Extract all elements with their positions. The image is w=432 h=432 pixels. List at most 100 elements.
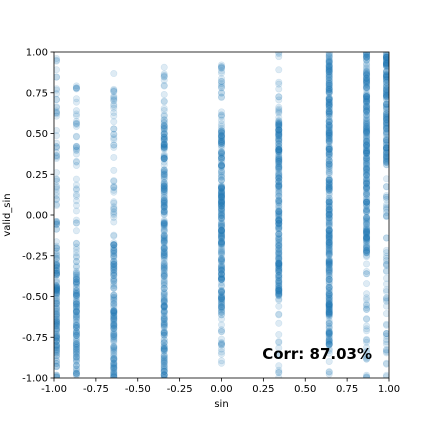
data-point [160, 98, 168, 106]
data-point [72, 298, 80, 306]
data-point [160, 154, 168, 162]
x-axis-label: sin [214, 399, 228, 410]
data-point [160, 347, 168, 355]
data-point [54, 149, 61, 157]
data-point [110, 348, 118, 356]
data-point [160, 73, 168, 81]
data-point [160, 170, 168, 178]
data-point [218, 141, 226, 149]
data-point [72, 132, 80, 140]
data-point [160, 166, 168, 174]
data-point [110, 95, 118, 103]
data-point [275, 121, 283, 129]
data-point [218, 205, 226, 213]
data-point [110, 104, 118, 112]
data-point [110, 327, 118, 335]
data-point [54, 225, 61, 233]
y-tick-label: -0.75 [22, 333, 48, 344]
data-point [160, 182, 168, 190]
data-point [54, 371, 61, 378]
data-point [110, 250, 118, 258]
data-point [110, 351, 118, 359]
data-point [160, 143, 168, 151]
data-point [72, 346, 80, 354]
data-point [160, 320, 168, 328]
data-point [54, 185, 61, 193]
data-point [110, 208, 118, 216]
data-point [54, 337, 61, 345]
data-point [160, 323, 168, 331]
data-point [218, 144, 226, 152]
data-point [218, 202, 226, 210]
data-point [218, 155, 226, 163]
data-point [160, 232, 168, 240]
data-point [218, 239, 226, 247]
data-point [110, 300, 118, 308]
data-point [160, 188, 168, 196]
data-point [110, 332, 118, 340]
data-point [54, 291, 61, 299]
data-point [160, 248, 168, 256]
data-point [160, 130, 168, 138]
data-point [72, 278, 80, 286]
data-point [110, 211, 118, 219]
data-point [54, 251, 61, 259]
data-point [160, 155, 168, 163]
data-point [72, 112, 80, 120]
data-point [110, 354, 118, 362]
data-point [110, 357, 118, 365]
data-point [110, 251, 118, 259]
data-point [72, 133, 80, 141]
data-point [72, 252, 80, 260]
data-point [160, 249, 168, 257]
data-point [218, 124, 226, 132]
data-point [54, 313, 61, 321]
x-tick-label: -0.75 [83, 384, 109, 395]
data-point [54, 259, 61, 267]
data-point [160, 270, 168, 278]
data-point [160, 196, 168, 204]
data-point [218, 303, 226, 311]
data-point [110, 130, 118, 138]
data-point [160, 179, 168, 187]
data-point [54, 267, 61, 275]
data-point [218, 198, 226, 206]
data-point [160, 182, 168, 190]
data-point [54, 266, 61, 274]
data-point [110, 268, 118, 276]
data-point [54, 321, 61, 329]
data-point [363, 190, 371, 198]
data-point [363, 119, 371, 127]
data-point [160, 345, 168, 353]
data-point [54, 286, 61, 294]
data-point [160, 135, 168, 143]
data-point [54, 183, 61, 191]
data-point [363, 214, 371, 222]
data-point [110, 309, 118, 317]
data-point [218, 194, 226, 202]
data-point [72, 85, 80, 93]
data-point [275, 93, 283, 101]
data-point [110, 241, 118, 249]
data-point [54, 297, 61, 305]
data-point [363, 53, 371, 61]
data-point [72, 318, 80, 326]
data-point [160, 302, 168, 310]
data-point [218, 200, 226, 208]
data-point [160, 367, 168, 375]
data-point [160, 275, 168, 283]
data-point [110, 294, 118, 302]
data-point [160, 130, 168, 138]
data-point [363, 373, 371, 378]
data-point [160, 185, 168, 193]
data-point [54, 298, 61, 306]
data-point [218, 215, 226, 223]
data-point [54, 287, 61, 295]
data-point [160, 253, 168, 261]
data-point [218, 202, 226, 210]
data-point [54, 85, 61, 93]
data-point [72, 192, 80, 200]
data-point [218, 193, 226, 201]
data-point [325, 191, 333, 199]
data-point [218, 269, 226, 277]
